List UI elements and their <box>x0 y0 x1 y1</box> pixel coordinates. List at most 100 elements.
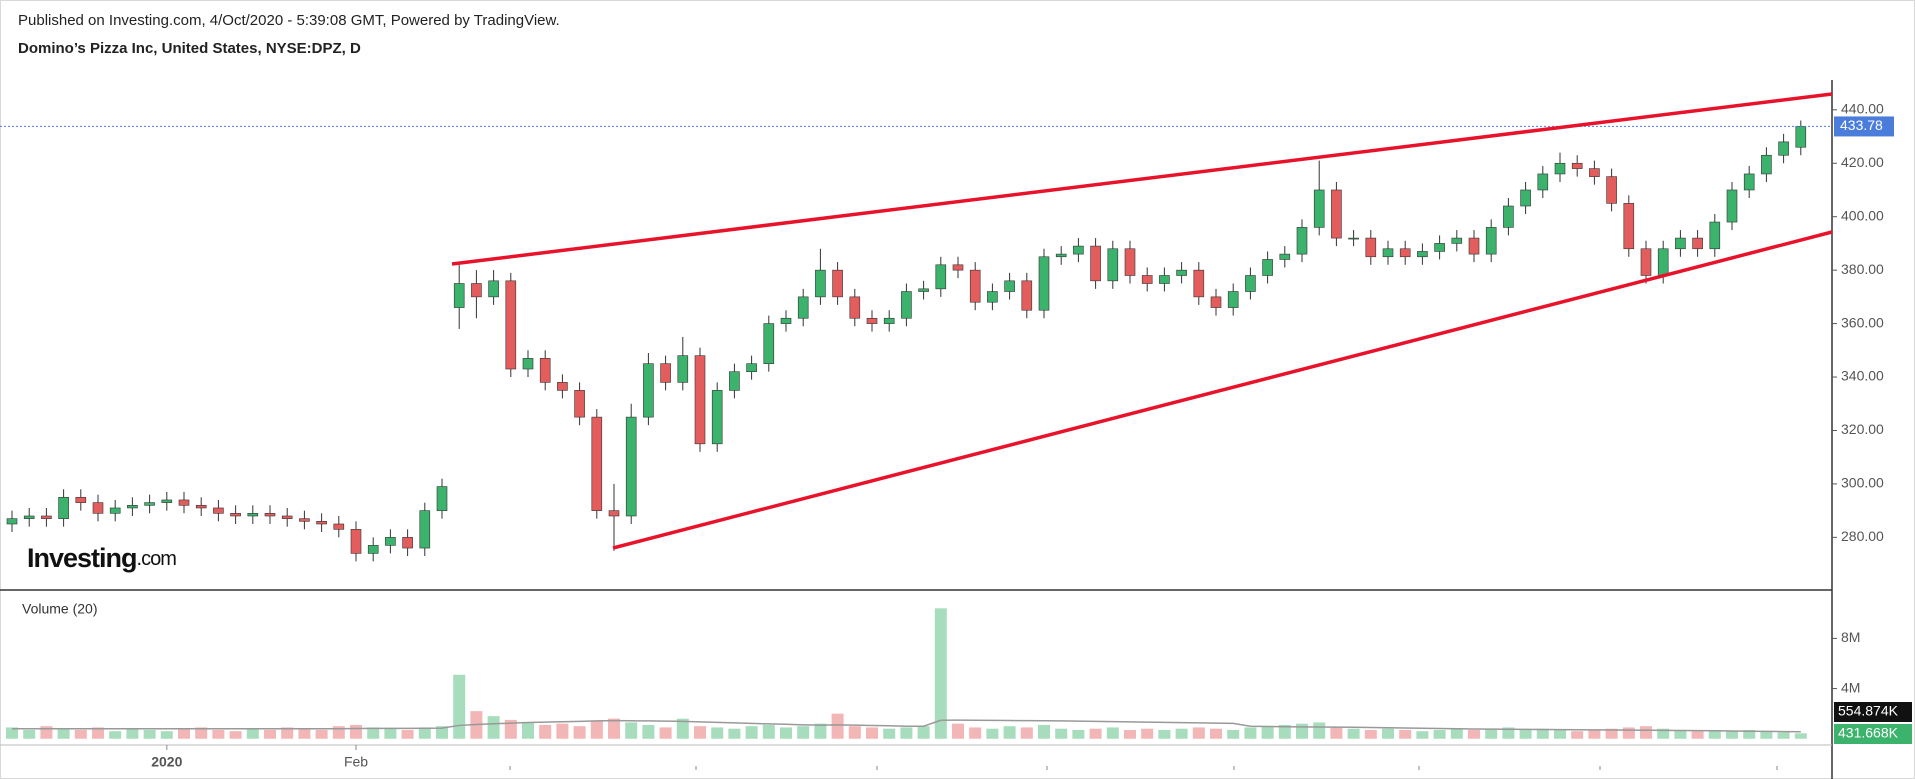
candle-body <box>1417 251 1428 258</box>
volume-last-label: 431.668K <box>1838 725 1899 741</box>
volume-bar <box>848 726 861 739</box>
plot <box>0 120 1832 739</box>
candle-body <box>109 507 121 514</box>
volume-bar <box>642 724 655 739</box>
volume-bar <box>1536 728 1549 739</box>
y-tick-label: 300.00 <box>1841 475 1884 491</box>
candle-body <box>299 518 310 522</box>
candle-body <box>694 355 706 445</box>
volume-ma-box <box>1834 702 1912 722</box>
volume-bar <box>160 731 173 739</box>
candle-body <box>1107 248 1119 282</box>
candle-body <box>1434 243 1445 252</box>
candle-body <box>1795 126 1807 148</box>
candle-body <box>1537 173 1549 191</box>
candle-body <box>1675 237 1686 250</box>
volume-bar <box>1089 728 1102 739</box>
candle-body <box>505 280 517 370</box>
candle-body <box>264 513 276 517</box>
candle-body <box>1761 154 1772 175</box>
volume-bar <box>711 727 724 739</box>
candle-body <box>660 363 671 383</box>
candle-body <box>281 515 293 519</box>
candle-body <box>1193 269 1205 298</box>
volume-bar <box>1227 729 1240 739</box>
candle-body <box>23 515 35 519</box>
candle-body <box>1159 275 1170 284</box>
volume-bar <box>1640 726 1652 739</box>
volume-bar <box>92 727 104 739</box>
volume-bar <box>745 726 758 739</box>
candle-body <box>1571 162 1583 169</box>
volume-bar <box>1502 727 1515 739</box>
candle-body <box>41 515 52 519</box>
candle-body <box>6 518 18 525</box>
volume-bar <box>1519 729 1532 739</box>
volume-bar <box>1210 728 1222 739</box>
volume-bar <box>6 727 18 739</box>
volume-bar <box>1382 728 1394 739</box>
volume-bar <box>1605 728 1618 739</box>
volume-bar <box>1261 726 1274 739</box>
candle-body <box>1227 291 1239 308</box>
volume-bar <box>1055 728 1068 739</box>
candle-body <box>419 510 431 549</box>
x-minor-ticks <box>509 766 1778 770</box>
volume-title: Volume (20) <box>22 601 97 617</box>
last-price-box <box>1834 116 1894 137</box>
candle-body <box>883 317 895 324</box>
candle-body <box>522 358 534 370</box>
candle-body <box>815 269 826 298</box>
volume-bar <box>1364 729 1377 739</box>
volume-bar <box>504 719 517 739</box>
volume-bar <box>1072 729 1085 739</box>
candle-body <box>385 537 396 546</box>
axes: 280.00 300.00 320.00 340.00 360.00 380.00 400.… <box>151 101 1912 770</box>
candle-body <box>1210 296 1222 308</box>
candle-body <box>471 283 482 298</box>
candle-body <box>1726 189 1738 223</box>
volume-bar <box>1244 727 1257 739</box>
candle-body <box>780 317 792 324</box>
candle-body <box>453 283 465 308</box>
y-tick-label: 420.00 <box>1841 154 1884 170</box>
upper-trend-line <box>451 92 1833 266</box>
candle-body <box>402 537 413 549</box>
volume-bar <box>986 728 999 739</box>
volume-bar <box>522 722 534 739</box>
candle-body <box>574 390 585 418</box>
candle-body <box>1554 162 1566 175</box>
candle-body <box>1451 237 1463 244</box>
candle-body <box>591 416 603 511</box>
volume-bar <box>1571 731 1584 739</box>
volume-bar <box>1554 729 1566 739</box>
candle-body <box>316 521 327 525</box>
volume-bar <box>126 728 139 739</box>
logo: Investing.com <box>27 543 176 573</box>
last-price-label: 433.78 <box>1840 117 1883 133</box>
volume-bar <box>178 728 190 739</box>
volume-bar <box>659 727 672 739</box>
volume-bar <box>1450 728 1463 739</box>
candle-body <box>1296 227 1308 255</box>
candle-body <box>1331 189 1342 239</box>
chart-title: Domino’s Pizza Inc, United States, NYSE:… <box>18 40 361 57</box>
candle-body <box>1589 168 1600 177</box>
y-tick-label: 320.00 <box>1841 421 1884 437</box>
volume-bar <box>1622 727 1635 739</box>
lower-trend-line <box>612 230 1833 550</box>
candle-body <box>436 486 448 511</box>
logo-suffix: .com <box>137 548 177 570</box>
volume-bar <box>1657 728 1670 739</box>
volume-bar <box>1141 728 1154 739</box>
candle-body <box>1038 256 1050 311</box>
candle-body <box>1090 245 1101 282</box>
volume-bar <box>573 726 586 739</box>
candle-body <box>230 513 241 517</box>
volume-bar <box>590 721 603 739</box>
volume-bar <box>1399 729 1412 739</box>
volume-bar <box>1708 729 1721 739</box>
volume-bar <box>109 731 122 739</box>
volume-bar <box>350 724 362 739</box>
